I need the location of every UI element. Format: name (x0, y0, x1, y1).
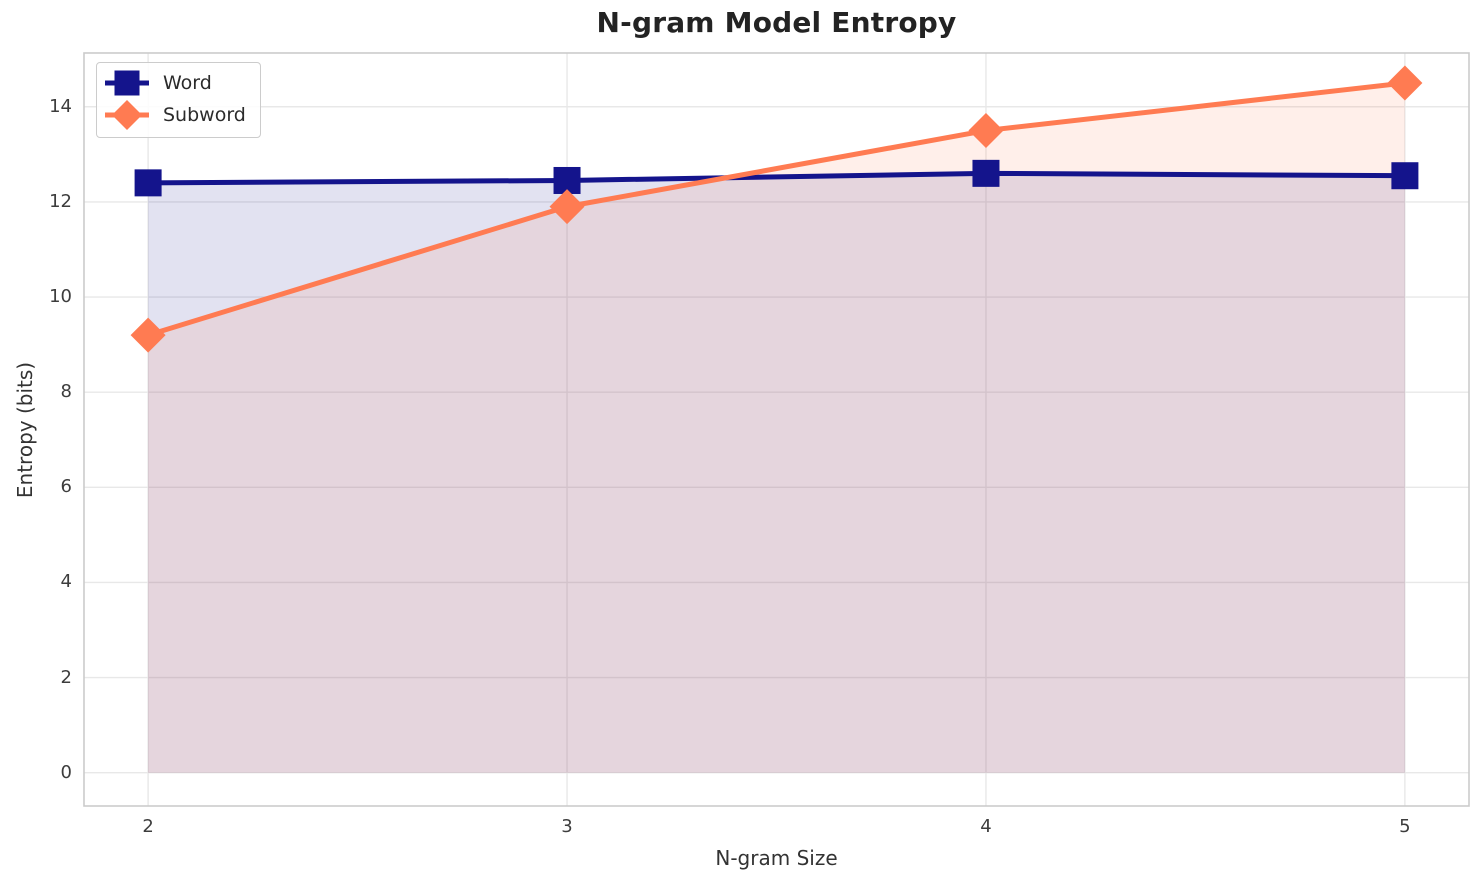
marker-subword (549, 189, 585, 225)
legend: Word Subword (96, 62, 261, 138)
x-tick-label: 4 (980, 816, 992, 837)
legend-item-word: Word (103, 67, 246, 99)
marker-subword (130, 317, 166, 353)
marker-subword (1387, 65, 1423, 101)
legend-item-subword: Subword (103, 99, 246, 131)
y-tick-label: 12 (49, 190, 72, 212)
line-word (148, 170, 1405, 186)
y-axis-label: Entropy (bits) (13, 361, 37, 499)
word-square-marker-icon (103, 68, 151, 98)
y-tick-label: 10 (49, 286, 72, 308)
subword-diamond-marker-icon (103, 100, 151, 130)
marker-word (134, 169, 162, 197)
area-fill-word (148, 173, 1405, 773)
legend-label-word: Word (163, 72, 212, 94)
area-fill-subword (148, 82, 1405, 773)
x-tick-label: 3 (561, 816, 573, 837)
plot-spines (83, 52, 1470, 807)
y-tick-label: 0 (60, 761, 72, 783)
y-tick-label: 14 (49, 95, 72, 117)
line-subword (147, 80, 1406, 338)
x-tick-label: 5 (1399, 816, 1411, 837)
y-tick-label: 6 (60, 476, 72, 498)
y-tick-label: 8 (60, 381, 72, 403)
marker-word (1391, 162, 1419, 190)
legend-label-subword: Subword (163, 104, 246, 126)
y-tick-label: 4 (60, 571, 72, 593)
x-tick-label: 2 (142, 816, 154, 837)
marker-subword (968, 113, 1004, 149)
y-tick-label: 2 (60, 666, 72, 688)
chart-title: N-gram Model Entropy (596, 6, 957, 39)
marker-word (972, 159, 1000, 187)
x-axis-label: N-gram Size (715, 846, 838, 870)
